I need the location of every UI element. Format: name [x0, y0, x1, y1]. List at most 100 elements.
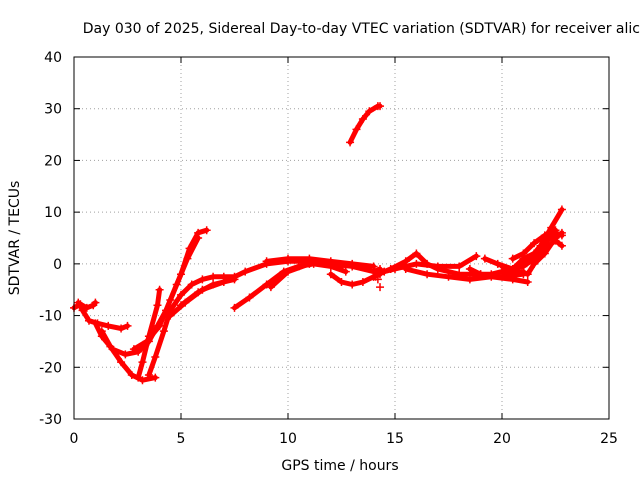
data-point [551, 236, 560, 245]
data-point [348, 280, 357, 289]
data-point [121, 350, 130, 359]
data-point [433, 265, 442, 274]
data-point [97, 327, 106, 336]
series-arc-17 [401, 265, 532, 286]
data-point [104, 321, 113, 330]
data-point [138, 376, 147, 385]
y-tick-label: -10 [39, 309, 62, 325]
data-point [455, 262, 464, 271]
data-point [540, 231, 549, 240]
data-point [465, 275, 474, 284]
data-point [123, 321, 132, 330]
x-tick-label: 15 [386, 431, 404, 447]
data-point [117, 358, 126, 367]
data-point [508, 265, 517, 274]
data-point [91, 298, 100, 307]
data-point [358, 277, 367, 286]
x-axis-label: GPS time / hours [281, 458, 398, 474]
data-point [540, 244, 549, 253]
y-tick-label: 0 [53, 257, 62, 273]
data-point [412, 259, 421, 268]
data-point [134, 373, 143, 382]
data-point [284, 267, 292, 276]
data-point [194, 228, 203, 237]
data-point [138, 358, 147, 367]
x-tick-label: 25 [600, 431, 618, 447]
data-point [262, 257, 271, 266]
data-point [519, 249, 528, 258]
y-tick-label: 40 [44, 50, 62, 66]
data-point [465, 265, 474, 274]
data-point [177, 301, 185, 310]
arc-7-line [146, 274, 237, 378]
data-point [423, 270, 432, 279]
y-tick-label: -30 [39, 412, 62, 428]
series-arc-4 [97, 327, 160, 385]
data-point [209, 280, 218, 289]
data-point [155, 321, 164, 330]
data-point [376, 102, 385, 111]
series-arc-5 [134, 285, 164, 382]
data-point [177, 290, 185, 299]
x-tick-label: 5 [177, 431, 186, 447]
data-point [166, 296, 175, 305]
data-point [530, 254, 539, 263]
data-point [151, 373, 160, 382]
x-tick-label: 20 [493, 431, 511, 447]
x-tick-label: 0 [70, 431, 79, 447]
y-tick-label: 20 [44, 153, 62, 169]
data-point [241, 267, 250, 276]
data-point [129, 345, 138, 354]
data-point [84, 316, 93, 325]
data-point [487, 270, 496, 279]
data-point [523, 270, 532, 279]
data-point [523, 277, 532, 286]
data-point [341, 267, 350, 276]
data-point [230, 303, 239, 312]
data-point [159, 327, 168, 336]
data-point [423, 259, 432, 268]
series-arc-10 [230, 259, 350, 312]
data-point [498, 262, 506, 271]
data-point [245, 293, 254, 302]
data-point [365, 107, 374, 116]
data-point [144, 371, 153, 380]
series-arc-14 [346, 102, 385, 147]
data-point [142, 337, 151, 346]
data-point [386, 265, 395, 274]
plot-frame [73, 56, 610, 420]
data-point [508, 254, 517, 263]
data-point [444, 272, 453, 281]
data-point [202, 226, 211, 235]
data-point [166, 311, 175, 320]
data-point [551, 226, 560, 235]
data-point [326, 270, 335, 279]
data-point [187, 280, 196, 289]
data-point [78, 306, 87, 315]
data-point [557, 205, 566, 214]
data-point [401, 265, 410, 274]
data-point [536, 241, 545, 250]
data-point [530, 239, 539, 248]
data-point [476, 270, 485, 279]
data-point [348, 259, 357, 268]
data-point [106, 342, 115, 351]
data-point [519, 262, 528, 271]
data-point [401, 257, 410, 266]
series-arc-22 [508, 236, 566, 274]
data-point [358, 115, 367, 124]
data-point [153, 301, 162, 310]
data-point [326, 257, 335, 266]
data-point [266, 283, 275, 292]
series-arc-12 [262, 254, 378, 271]
data-point [209, 272, 218, 281]
data-point [557, 228, 566, 237]
data-point [337, 277, 346, 286]
data-point [502, 270, 511, 279]
series-arc-9 [177, 275, 239, 310]
data-series [70, 102, 566, 385]
data-point [369, 262, 378, 271]
y-tick-label: 30 [44, 102, 62, 118]
data-point [74, 298, 83, 307]
data-point [117, 324, 126, 333]
